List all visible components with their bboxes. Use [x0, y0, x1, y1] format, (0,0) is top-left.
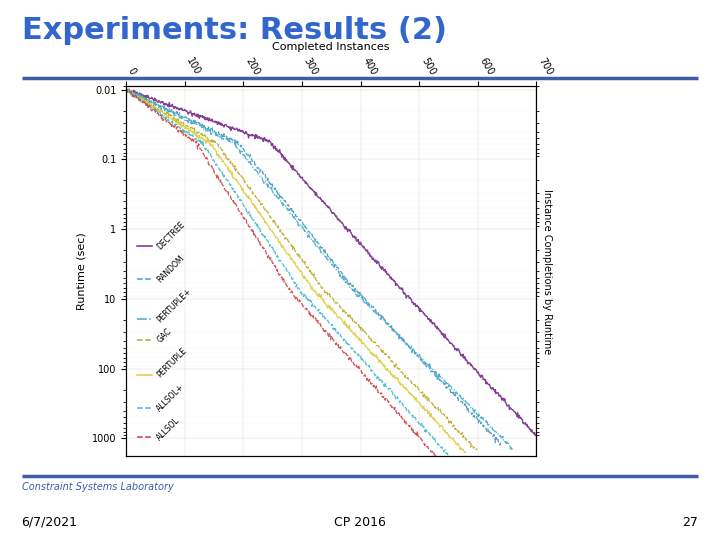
Text: 27: 27	[683, 516, 698, 529]
Y-axis label: Instance Completions by Runtime: Instance Completions by Runtime	[542, 188, 552, 354]
Text: Constraint Systems Laboratory: Constraint Systems Laboratory	[22, 482, 174, 492]
X-axis label: Completed Instances: Completed Instances	[272, 42, 390, 52]
Text: 6/7/2021: 6/7/2021	[22, 516, 78, 529]
Text: Experiments: Results (2): Experiments: Results (2)	[22, 16, 446, 45]
Y-axis label: Runtime (sec): Runtime (sec)	[76, 233, 86, 310]
Legend: DECTREE, RANDOM, PERTUPLE+, GAC, PERTUPLE, ALLSOL+, ALLSOL: DECTREE, RANDOM, PERTUPLE+, GAC, PERTUPL…	[134, 217, 196, 445]
Text: CP 2016: CP 2016	[334, 516, 386, 529]
